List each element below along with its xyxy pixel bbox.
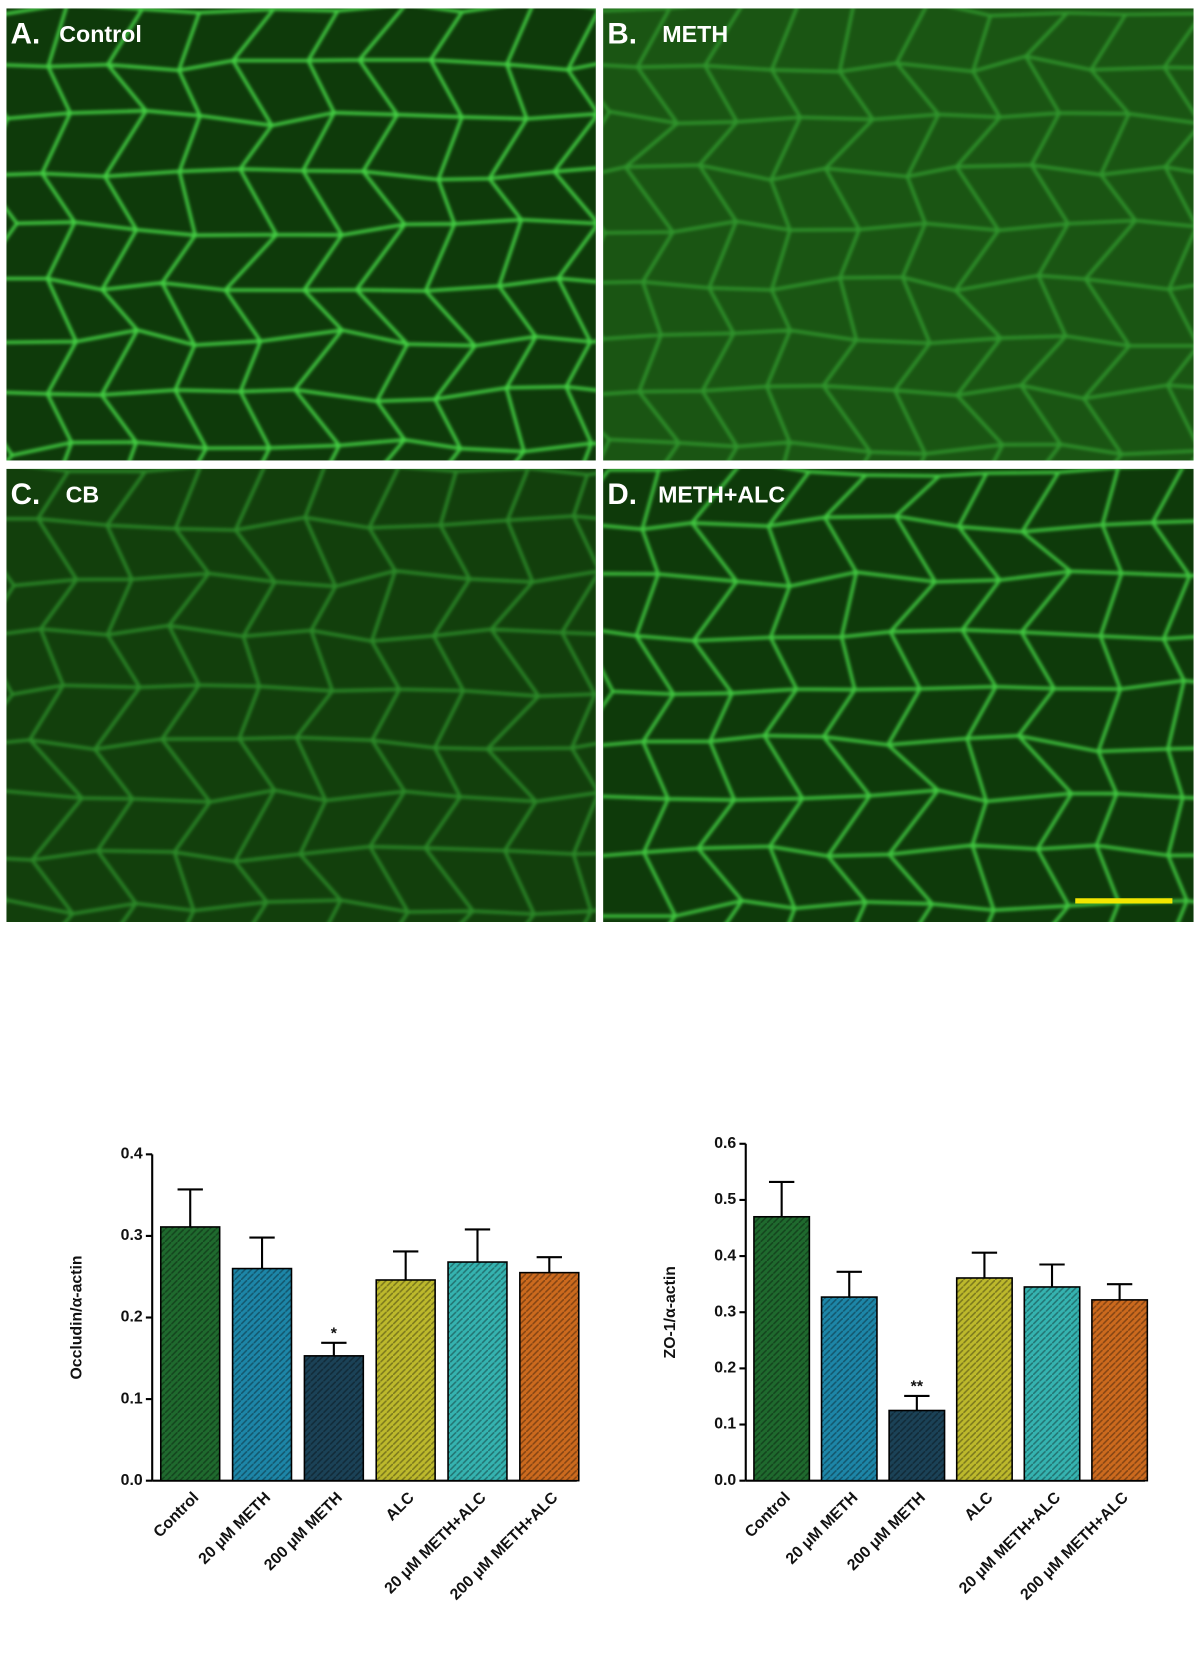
cell-borders: [603, 468, 1194, 922]
cell-borders: [6, 468, 596, 922]
panel-letter: D.: [607, 478, 637, 511]
bar-pattern: [889, 1410, 945, 1481]
y-tick-label: 0.3: [121, 1227, 143, 1244]
y-tick-label: 0.1: [714, 1416, 736, 1433]
y-axis-label: Occludin/α-actin: [68, 1255, 85, 1379]
bar-pattern: [956, 1277, 1013, 1481]
micrograph: D. METH+ALC: [603, 468, 1194, 922]
micrograph: B. METH: [603, 8, 1194, 461]
bar-pattern: [519, 1272, 579, 1481]
x-tick-label: Control: [151, 1489, 203, 1541]
panel-label: METH+ALC: [658, 482, 785, 508]
y-tick-label: 0.2: [121, 1309, 143, 1326]
panel-label: Control: [59, 21, 142, 47]
panel-letter: A.: [11, 18, 41, 51]
bar-pattern: [232, 1268, 292, 1481]
bar-pattern: [1024, 1286, 1080, 1481]
significance: **: [911, 1379, 924, 1396]
y-tick-label: 0.0: [714, 1472, 736, 1489]
bar-pattern: [448, 1262, 507, 1481]
significance: *: [331, 1326, 338, 1343]
micrograph: C. CB: [6, 468, 596, 922]
x-tick-label: Control: [742, 1489, 794, 1541]
bar-pattern: [376, 1279, 436, 1481]
cell-borders: [603, 8, 1194, 461]
x-tick-label: 200 μM METH: [261, 1489, 346, 1574]
panel-letter: B.: [607, 18, 637, 51]
y-tick-label: 0.6: [714, 1135, 736, 1152]
y-tick-label: 0.1: [121, 1390, 143, 1407]
bar-pattern: [1091, 1299, 1148, 1481]
bar-pattern: [304, 1355, 364, 1481]
panel-label: METH: [662, 21, 728, 47]
panel-label: CB: [66, 482, 100, 508]
bar-pattern: [160, 1226, 220, 1481]
y-axis-label: ZO-1/α-actin: [662, 1266, 679, 1358]
y-tick-label: 0.3: [714, 1303, 736, 1320]
micrograph: A. Control: [6, 8, 596, 461]
bar-pattern: [753, 1216, 810, 1481]
x-tick-label: ALC: [383, 1489, 418, 1524]
x-tick-label: 20 μM METH: [196, 1489, 275, 1568]
micrograph-bg: [6, 468, 596, 922]
y-tick-label: 0.2: [714, 1360, 736, 1377]
y-tick-label: 0.4: [121, 1146, 143, 1163]
panel-letter: C.: [11, 478, 41, 511]
cell-borders: [6, 8, 596, 461]
bar-pattern: [821, 1297, 877, 1481]
y-tick-label: 0.5: [714, 1191, 736, 1208]
y-tick-label: 0.0: [121, 1472, 143, 1489]
x-tick-label: ALC: [962, 1489, 997, 1524]
y-tick-label: 0.4: [714, 1247, 736, 1264]
